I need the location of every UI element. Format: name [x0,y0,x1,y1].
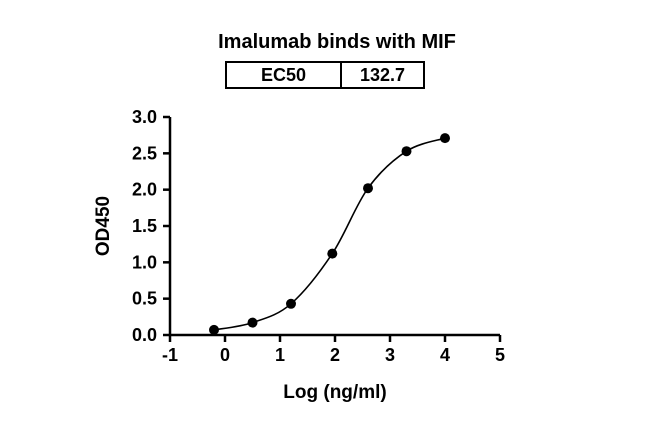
y-tick-label: 1.5 [132,216,157,236]
y-tick-labels: 0.0 0.5 1.0 1.5 2.0 2.5 3.0 [132,107,157,345]
x-tick-label: 5 [495,345,505,365]
x-tick-label: 1 [275,345,285,365]
y-tick-label: 1.0 [132,252,157,272]
ec50-value: 132.7 [359,65,406,85]
ec50-label: EC50 [227,63,342,87]
y-tick-label: 2.0 [132,180,157,200]
axis-lines [168,117,500,337]
data-point [363,183,373,194]
chart-title: Imalumab binds with MIF [218,31,456,53]
data-point [327,248,338,259]
fit-curve [213,137,446,331]
x-tick-label: 0 [220,345,230,365]
axes [163,115,502,342]
data-point [401,146,412,157]
y-axis-title: OD450 [93,196,114,256]
x-tick-labels: -1 0 1 2 3 4 5 [162,345,505,365]
y-tick-label: 0.0 [132,325,157,345]
data-points [209,133,450,335]
x-tick-label: 3 [385,345,395,365]
data-point [209,324,219,335]
data-point [440,133,450,144]
x-tick-label: 4 [440,345,450,365]
y-tick-label: 0.5 [132,289,157,309]
x-axis-title: Log (ng/ml) [283,382,386,403]
ec50-table: EC50 132.7 [225,61,425,89]
y-tick-label: 2.5 [132,143,157,163]
x-tick-label: 2 [330,345,340,365]
data-point [286,298,296,309]
data-point [247,317,258,328]
x-tick-label: -1 [162,345,178,365]
y-tick-label: 3.0 [132,107,157,127]
